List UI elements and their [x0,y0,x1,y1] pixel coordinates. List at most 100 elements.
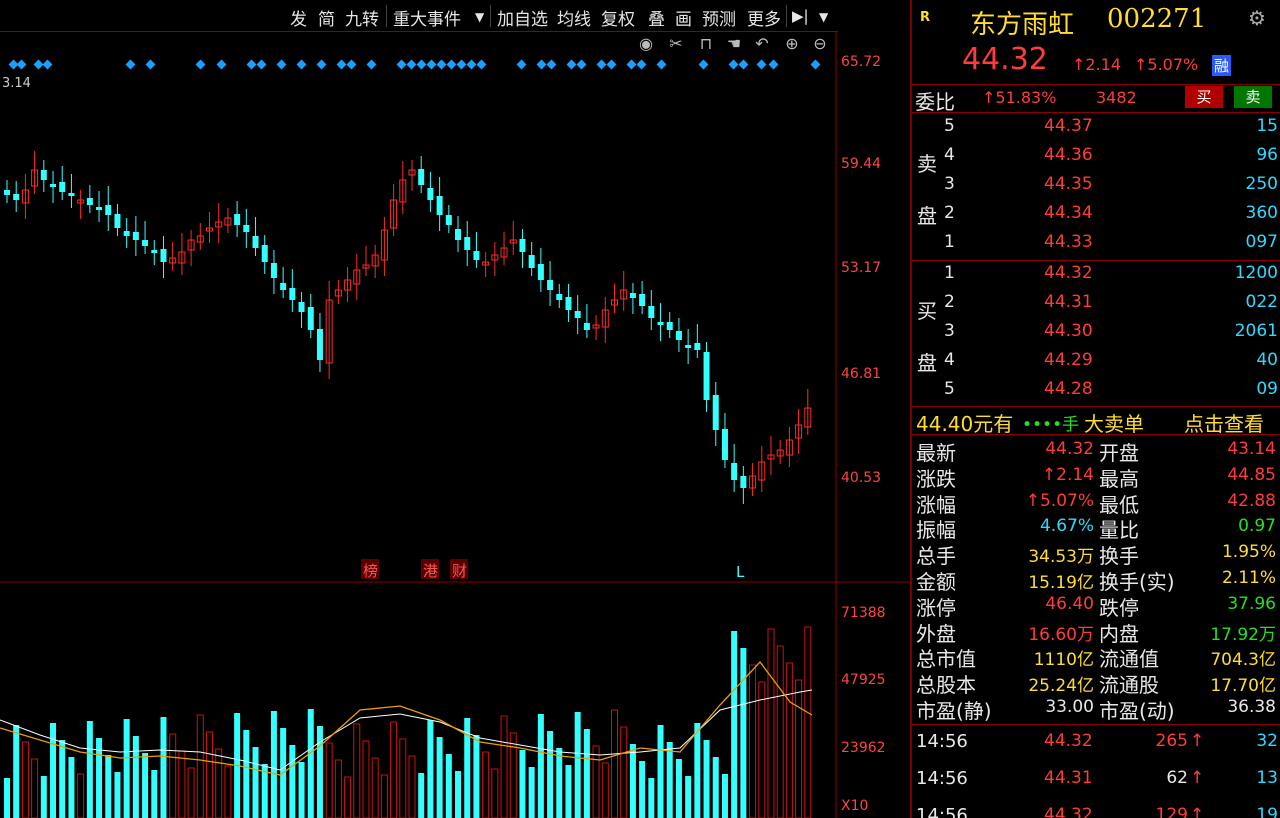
toolbar-item-add-watchlist[interactable]: 加自选 [497,10,548,30]
signal-diamond [216,59,227,70]
volume-bar [196,714,204,818]
ad-volume: ••••手 [1022,415,1080,435]
price-tick-label: 53.17 [841,260,881,276]
volume-bar [344,776,352,818]
sell-price[interactable]: 44.35 [1044,174,1093,194]
buy-level: 2 [944,292,955,312]
signal-diamond [456,59,467,70]
signal-diamond [768,59,779,70]
volume-bar [169,733,177,818]
sell-price[interactable]: 44.34 [1044,203,1093,223]
event-marker[interactable]: 榜 [363,562,378,580]
volume-bar [362,740,370,818]
divider [912,84,1280,85]
signal-diamond [195,59,206,70]
toolbar-item-more[interactable]: 更多 [747,10,781,30]
lock-icon[interactable]: ⊓ [699,34,713,53]
candlesticks [4,151,812,504]
sell-price[interactable]: 44.33 [1044,232,1093,252]
volume-bar [151,770,158,818]
buy-price[interactable]: 44.32 [1044,263,1093,283]
candle-body [289,288,296,300]
signal-diamond [636,59,647,70]
eye-icon[interactable]: ◉ [639,34,653,53]
candle-body [31,169,39,187]
buy-price[interactable]: 44.29 [1044,350,1093,370]
chevron-down-icon[interactable]: ▼ [819,10,829,24]
volume-bar [59,740,66,818]
volume-tick-label: 47925 [841,672,886,688]
scissors-icon[interactable]: ✂ [669,34,683,53]
sell-price[interactable]: 44.36 [1044,145,1093,165]
collapse-panel-icon[interactable]: ▶| [792,7,809,25]
candle-body [261,245,268,262]
event-marker[interactable]: 港 [423,562,438,580]
candle-body [334,289,342,297]
volume-bar [408,755,416,818]
buy-price[interactable]: 44.31 [1044,292,1093,312]
candle-body [574,311,581,318]
stat-label: 金额 [916,570,956,594]
toolbar-item-jiuzhuan[interactable]: 九转 [345,10,379,30]
volume-bar [785,662,793,818]
candle-body [187,239,195,251]
candle-body [445,215,452,225]
volume-bars [4,626,812,818]
sell-button[interactable]: 卖 [1234,86,1272,108]
tick-volume: 62 [1166,768,1188,788]
candle-body [731,463,738,480]
toolbar-item-events[interactable]: 重大事件 [393,10,461,30]
candle-body [105,205,112,215]
tick-volume: 265 [1155,731,1188,751]
toolbar-item-draw[interactable]: 画 [675,10,692,30]
volume-bar [629,744,636,818]
toolbar-item-predict[interactable]: 预测 [702,10,736,30]
event-marker[interactable]: L [736,563,745,581]
tick-count: 19 [1256,805,1278,818]
buy-price[interactable]: 44.28 [1044,379,1093,399]
candle-body [785,439,793,456]
volume-bar [132,736,139,818]
candle-body [252,236,259,248]
event-marker[interactable]: 财 [452,562,467,580]
volume-bar [601,762,609,818]
gear-icon[interactable]: ⚙ [1248,6,1266,30]
stat-value: 15.19亿 [1028,573,1094,593]
candle-body [666,322,673,330]
volume-bar [252,747,259,818]
candle-body [224,217,232,226]
candle-body [740,476,747,488]
volume-bar [307,709,314,818]
toolbar-item-fa[interactable]: 发 [290,10,307,30]
toolbar-item-jian[interactable]: 简 [318,10,335,30]
kline-chart[interactable]: 3.14 65.72 59.44 53.17 46.81 40.53 71388… [0,32,910,818]
sell-volume: 96 [1256,145,1278,165]
volume-bar [21,741,29,818]
volume-tick-label: 23962 [841,740,886,756]
candle-body [758,461,766,481]
toolbar-item-ma[interactable]: 均线 [557,10,591,30]
ad-view-link[interactable]: 点击查看 [1184,412,1264,436]
buy-price[interactable]: 44.30 [1044,321,1093,341]
candle-body [556,294,563,300]
candle-body [380,229,388,261]
volume-bar [142,753,149,818]
toolbar-item-adjust[interactable]: 复权 [601,10,635,30]
undo-icon[interactable]: ↶ [755,34,769,53]
stat-value: ↑2.14 [1041,464,1094,485]
buy-level: 3 [944,321,955,341]
volume-bar [105,755,112,818]
hand-icon[interactable]: ☚ [726,34,742,53]
stat-value: 34.53万 [1028,547,1094,568]
sell-price[interactable]: 44.37 [1044,116,1093,136]
toolbar-item-overlay[interactable]: 叠 [648,10,665,30]
zoom-in-icon[interactable]: ⊕ [785,34,799,53]
volume-bar [114,772,121,818]
ad-big-order[interactable]: 大卖单 [1084,412,1144,436]
zoom-out-icon[interactable]: ⊖ [813,34,827,53]
buy-button[interactable]: 买 [1185,86,1223,108]
candle-body [325,299,333,364]
candle-body [4,190,10,195]
chevron-down-icon[interactable]: ▼ [475,10,485,24]
candle-body [160,249,167,262]
